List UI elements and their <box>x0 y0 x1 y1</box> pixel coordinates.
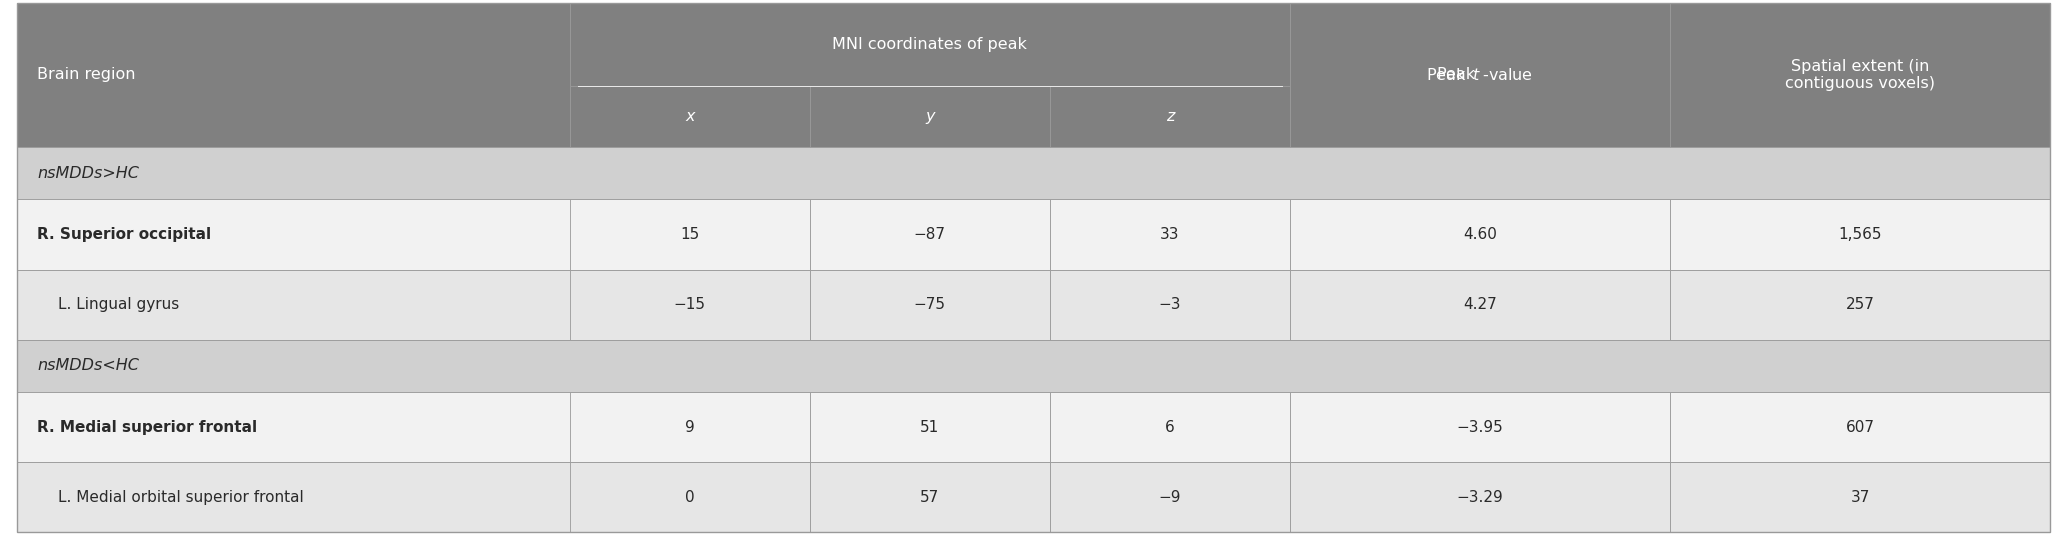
Bar <box>1670 3 2050 147</box>
Bar <box>1670 392 2050 462</box>
Bar <box>1050 462 1290 532</box>
Bar <box>1050 270 1290 340</box>
Bar <box>570 462 810 532</box>
Bar <box>1050 200 1290 270</box>
Text: −15: −15 <box>674 297 705 312</box>
Bar <box>1050 392 1290 462</box>
Bar <box>570 200 810 270</box>
Text: y: y <box>926 109 934 124</box>
Text: −75: −75 <box>914 297 947 312</box>
Text: R. Medial superior frontal: R. Medial superior frontal <box>37 419 256 434</box>
Text: 6: 6 <box>1166 419 1174 434</box>
Bar <box>1670 270 2050 340</box>
Bar <box>17 270 2050 340</box>
Bar <box>1050 86 1290 147</box>
Text: Peak: Peak <box>1437 67 1480 82</box>
Text: −3.95: −3.95 <box>1457 419 1503 434</box>
Text: 57: 57 <box>920 490 938 505</box>
Bar <box>1290 3 1670 147</box>
Text: −3.29: −3.29 <box>1457 490 1503 505</box>
Text: Brain region: Brain region <box>37 67 136 82</box>
Bar <box>570 270 810 340</box>
Text: −3: −3 <box>1158 297 1180 312</box>
Bar <box>810 392 1050 462</box>
Text: nsMDDs>HC: nsMDDs>HC <box>37 166 138 181</box>
Bar <box>1290 270 1670 340</box>
Text: nsMDDs<HC: nsMDDs<HC <box>37 358 138 373</box>
Text: 51: 51 <box>920 419 938 434</box>
Text: −87: −87 <box>914 227 947 242</box>
Bar <box>1670 462 2050 532</box>
Text: −9: −9 <box>1158 490 1180 505</box>
Text: 0: 0 <box>684 490 695 505</box>
Bar <box>810 270 1050 340</box>
Text: L. Lingual gyrus: L. Lingual gyrus <box>58 297 180 312</box>
Text: 9: 9 <box>684 419 695 434</box>
Text: x: x <box>684 109 695 124</box>
Text: 1,565: 1,565 <box>1838 227 1883 242</box>
Text: 33: 33 <box>1160 227 1180 242</box>
Bar <box>810 462 1050 532</box>
Bar <box>17 340 2050 392</box>
Bar <box>1290 200 1670 270</box>
Bar <box>1290 392 1670 462</box>
Text: R. Superior occipital: R. Superior occipital <box>37 227 211 242</box>
Text: Peak  $t$ -value: Peak $t$ -value <box>1426 67 1534 83</box>
Bar <box>810 200 1050 270</box>
Bar <box>17 200 2050 270</box>
Bar <box>570 3 1290 86</box>
Text: L. Medial orbital superior frontal: L. Medial orbital superior frontal <box>58 490 304 505</box>
Bar <box>1670 200 2050 270</box>
Bar <box>17 392 2050 462</box>
Text: z: z <box>1166 109 1174 124</box>
Text: MNI coordinates of peak: MNI coordinates of peak <box>833 37 1027 52</box>
Text: 15: 15 <box>680 227 699 242</box>
Bar <box>570 86 810 147</box>
Text: 37: 37 <box>1850 490 1871 505</box>
Bar <box>17 462 2050 532</box>
Text: Spatial extent (in
contiguous voxels): Spatial extent (in contiguous voxels) <box>1786 59 1935 91</box>
Bar <box>570 392 810 462</box>
Bar <box>17 3 570 147</box>
Text: 607: 607 <box>1846 419 1875 434</box>
Text: 4.60: 4.60 <box>1463 227 1497 242</box>
Bar <box>1290 462 1670 532</box>
Text: 4.27: 4.27 <box>1463 297 1497 312</box>
Text: 257: 257 <box>1846 297 1875 312</box>
Bar <box>17 147 2050 200</box>
Bar <box>810 86 1050 147</box>
